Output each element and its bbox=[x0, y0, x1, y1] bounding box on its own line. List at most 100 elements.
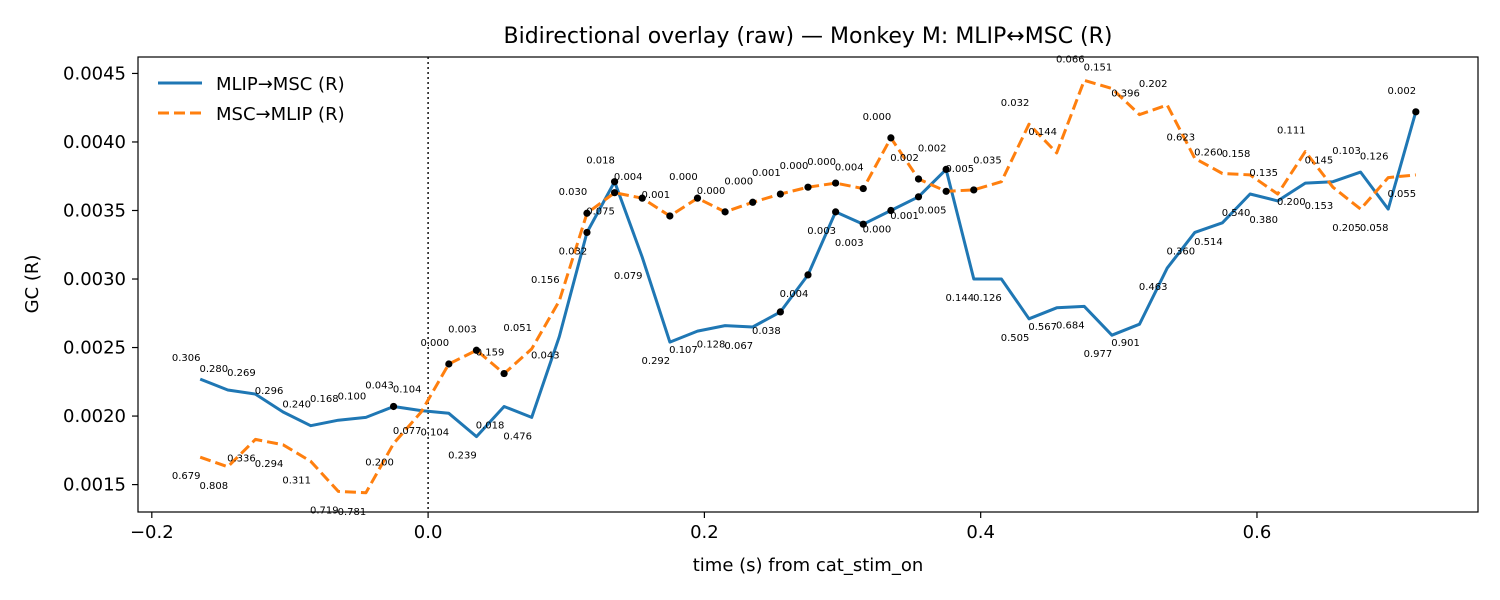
legend-label-msc-mlip: MSC→MLIP (R) bbox=[216, 104, 345, 125]
significant-point-marker bbox=[610, 178, 619, 186]
plot-frame bbox=[137, 56, 1479, 513]
y-axis-title: GC (R) bbox=[22, 255, 43, 314]
p-value-label: 0.032 bbox=[1001, 98, 1030, 109]
p-value-label: 0.002 bbox=[890, 153, 919, 164]
significant-point-marker bbox=[776, 308, 784, 316]
p-value-label: 0.135 bbox=[1249, 168, 1278, 179]
p-value-label: 0.000 bbox=[724, 176, 753, 187]
significant-point-marker bbox=[610, 189, 619, 197]
significant-point-marker bbox=[970, 186, 978, 194]
p-value-label: 0.103 bbox=[1332, 146, 1361, 157]
p-value-label: 0.311 bbox=[282, 475, 311, 486]
p-value-label: 0.679 bbox=[172, 471, 201, 482]
x-tick-label: −0.2 bbox=[130, 522, 174, 543]
significant-point-marker bbox=[693, 194, 702, 202]
p-value-label: 0.067 bbox=[724, 341, 753, 352]
significant-point-marker bbox=[583, 209, 591, 217]
y-tick-label: 0.0025 bbox=[63, 338, 126, 359]
y-tick-label: 0.0045 bbox=[63, 63, 126, 84]
p-value-label: 0.144 bbox=[1028, 127, 1057, 138]
significant-point-marker bbox=[638, 194, 646, 202]
p-value-label: 0.567 bbox=[1028, 322, 1057, 333]
legend: MLIP→MSC (R) MSC→MLIP (R) bbox=[158, 74, 345, 125]
p-value-label: 0.000 bbox=[421, 338, 450, 349]
p-value-label: 0.200 bbox=[365, 457, 394, 468]
p-value-label: 0.292 bbox=[642, 356, 671, 367]
p-value-label: 0.004 bbox=[835, 163, 864, 174]
p-value-label: 0.126 bbox=[1360, 152, 1389, 163]
p-value-label: 0.294 bbox=[255, 459, 284, 470]
x-tick-label: 0.6 bbox=[1243, 522, 1272, 543]
p-value-label: 0.380 bbox=[1249, 215, 1278, 226]
p-value-label: 0.018 bbox=[476, 420, 505, 431]
p-value-label: 0.168 bbox=[310, 394, 339, 405]
p-value-label: 0.260 bbox=[1194, 147, 1223, 158]
p-value-label: 0.075 bbox=[586, 207, 615, 218]
p-value-label: 0.296 bbox=[255, 386, 284, 397]
p-value-label: 0.126 bbox=[973, 293, 1002, 304]
significant-point-marker bbox=[666, 212, 674, 220]
significant-point-marker bbox=[887, 206, 895, 215]
p-value-label: 0.239 bbox=[448, 451, 477, 462]
p-value-label: 0.623 bbox=[1166, 132, 1195, 143]
p-value-label: 0.200 bbox=[1277, 197, 1306, 208]
x-tick-label: 0.2 bbox=[690, 522, 719, 543]
p-value-label: 0.205 bbox=[1332, 223, 1361, 234]
p-value-label: 0.280 bbox=[199, 364, 228, 375]
p-value-label: 0.038 bbox=[752, 326, 781, 337]
significant-point-marker bbox=[721, 208, 729, 216]
p-value-label: 0.540 bbox=[1222, 208, 1251, 219]
p-value-label: 0.002 bbox=[918, 143, 947, 154]
significant-point-marker bbox=[914, 193, 923, 201]
p-value-label: 0.035 bbox=[973, 156, 1002, 167]
significant-point-marker bbox=[749, 198, 757, 206]
significant-point-marker bbox=[859, 220, 867, 228]
p-value-label: 0.003 bbox=[448, 324, 477, 335]
p-value-label: 0.005 bbox=[918, 205, 947, 216]
y-tick-label: 0.0030 bbox=[63, 269, 126, 290]
significant-point-marker bbox=[1412, 108, 1420, 116]
p-value-label: 0.043 bbox=[365, 380, 394, 391]
p-value-label: 0.977 bbox=[1084, 349, 1113, 360]
significance-markers bbox=[389, 108, 1420, 411]
p-value-label: 0.104 bbox=[393, 385, 422, 396]
p-value-label: 0.001 bbox=[890, 211, 919, 222]
y-tick-label: 0.0015 bbox=[63, 475, 126, 496]
p-value-label: 0.066 bbox=[1056, 54, 1085, 65]
p-value-label: 0.156 bbox=[531, 275, 560, 286]
x-tick-label: 0.4 bbox=[966, 522, 995, 543]
p-value-label: 0.055 bbox=[1388, 189, 1417, 200]
y-tick-label: 0.0035 bbox=[63, 200, 126, 221]
p-value-label: 0.058 bbox=[1360, 223, 1389, 234]
significant-point-marker bbox=[887, 134, 895, 142]
p-value-label: 0.159 bbox=[476, 348, 505, 359]
significant-point-marker bbox=[583, 228, 591, 237]
p-value-label: 0.000 bbox=[697, 186, 726, 197]
p-value-label: 0.719 bbox=[310, 505, 339, 516]
p-value-label: 0.030 bbox=[559, 187, 588, 198]
p-value-label: 0.000 bbox=[780, 161, 809, 172]
p-value-label: 0.043 bbox=[531, 351, 560, 362]
p-value-label: 0.684 bbox=[1056, 320, 1085, 331]
significant-point-marker bbox=[804, 183, 812, 191]
p-value-label: 0.336 bbox=[227, 453, 256, 464]
p-value-label: 0.153 bbox=[1305, 201, 1334, 212]
p-value-label: 0.128 bbox=[697, 340, 726, 351]
p-value-label: 0.144 bbox=[945, 293, 974, 304]
p-value-label: 0.018 bbox=[586, 156, 615, 167]
x-axis-title: time (s) from cat_stim_on bbox=[693, 555, 924, 576]
p-value-label: 0.463 bbox=[1139, 282, 1168, 293]
p-value-label: 0.111 bbox=[1277, 126, 1306, 137]
p-value-label: 0.051 bbox=[503, 323, 532, 334]
significant-point-marker bbox=[832, 179, 840, 187]
p-value-label: 0.000 bbox=[807, 157, 836, 168]
significant-point-marker bbox=[942, 165, 950, 173]
p-value-label: 0.001 bbox=[752, 168, 781, 179]
p-value-label: 0.002 bbox=[1388, 86, 1417, 97]
p-value-label: 0.000 bbox=[863, 112, 892, 123]
p-value-label: 0.505 bbox=[1001, 333, 1030, 344]
series-line-msc-mlip bbox=[199, 78, 1416, 495]
significant-point-marker bbox=[859, 184, 867, 193]
